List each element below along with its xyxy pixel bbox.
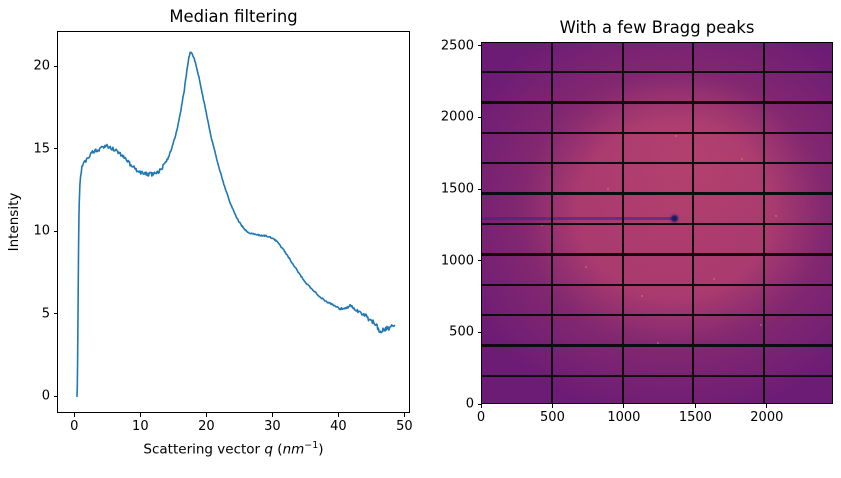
x-tick [480, 404, 482, 408]
beamstop-shadow-dot [672, 216, 677, 221]
xlabel-unit: nm [282, 441, 305, 458]
xlabel-q-symbol: q [264, 441, 273, 458]
x-tick [73, 413, 75, 417]
intensity-curve-path [76, 51, 396, 397]
y-tick-label: 2000 [440, 109, 474, 125]
y-tick-label: 1000 [440, 253, 474, 269]
y-tick [477, 116, 481, 118]
x-tick-label: 0 [476, 410, 486, 425]
module-gap-horizontal [482, 222, 832, 226]
y-tick [53, 65, 57, 67]
x-tick [205, 413, 207, 417]
module-gap-vertical [762, 43, 765, 403]
bragg-peak-dot [775, 214, 778, 217]
x-tick [337, 413, 339, 417]
xlabel-prefix: Scattering vector [143, 441, 261, 458]
module-gap-horizontal [482, 162, 832, 165]
y-tick-label: 1500 [440, 181, 474, 197]
bragg-peak-dot [675, 134, 678, 137]
y-tick [53, 148, 57, 150]
xlabel-open-paren: ( [277, 441, 283, 458]
module-gap-vertical [621, 43, 624, 403]
x-tick [694, 404, 696, 408]
bragg-peak-dot [606, 187, 609, 190]
bragg-peak-dot [759, 323, 762, 326]
left-plot-title: Median filtering [169, 7, 298, 26]
x-tick-label: 1000 [607, 410, 641, 425]
detector-image [482, 43, 832, 403]
x-tick-label: 30 [264, 419, 281, 434]
y-tick-label: 20 [33, 58, 50, 74]
xlabel-exponent: −1 [304, 440, 319, 451]
y-tick-label: 5 [41, 306, 50, 322]
x-tick-label: 20 [198, 419, 215, 434]
y-tick-label: 0 [465, 396, 474, 412]
module-gap-horizontal [482, 131, 832, 135]
x-tick-label: 0 [70, 419, 79, 434]
left-plot-ylabel: Intensity [6, 192, 22, 252]
module-gap-horizontal [482, 344, 832, 347]
module-gap-horizontal [482, 101, 832, 104]
y-tick-label: 0 [41, 388, 50, 404]
bragg-peak-dot [712, 277, 715, 280]
y-tick-label: 500 [449, 324, 474, 340]
y-tick-label: 15 [33, 141, 50, 157]
y-tick-label: 2500 [440, 38, 474, 54]
y-tick [53, 230, 57, 232]
x-tick [623, 404, 625, 408]
module-gap-horizontal [482, 313, 832, 317]
beamstop-arm-shadow [482, 217, 675, 220]
module-gap-vertical [692, 43, 695, 403]
y-tick [53, 313, 57, 315]
x-tick [139, 413, 141, 417]
x-tick-label: 50 [396, 419, 413, 434]
y-tick [477, 45, 481, 47]
right-plot-title: With a few Bragg peaks [559, 18, 755, 37]
x-tick-label: 2000 [750, 410, 784, 425]
xlabel-close-paren: ) [318, 441, 324, 458]
bragg-peak-dot [585, 266, 588, 269]
bragg-peak-dot [641, 295, 644, 298]
x-tick [271, 413, 273, 417]
y-tick [477, 331, 481, 333]
x-tick-label: 40 [330, 419, 347, 434]
y-tick-label: 10 [33, 223, 50, 239]
module-gap-horizontal [482, 283, 832, 286]
x-tick [403, 413, 405, 417]
x-tick [766, 404, 768, 408]
module-gap-horizontal [482, 70, 832, 74]
x-tick-label: 1500 [678, 410, 712, 425]
bragg-peak-dot [741, 157, 744, 160]
y-tick [477, 403, 481, 405]
module-gap-horizontal [482, 192, 832, 195]
x-tick-label: 500 [540, 410, 565, 425]
module-gap-vertical [551, 43, 554, 403]
y-tick [53, 395, 57, 397]
x-tick-label: 10 [132, 419, 149, 434]
right-axes [481, 42, 833, 404]
intensity-curve [76, 51, 396, 397]
bragg-peak-dot [656, 342, 659, 345]
y-tick [477, 260, 481, 262]
x-tick [551, 404, 553, 408]
left-plot-xlabel: Scattering vector q (nm−1) [57, 440, 410, 458]
y-tick [477, 188, 481, 190]
left-axes [57, 31, 410, 413]
module-gap-horizontal [482, 253, 832, 256]
module-gap-horizontal [482, 374, 832, 378]
